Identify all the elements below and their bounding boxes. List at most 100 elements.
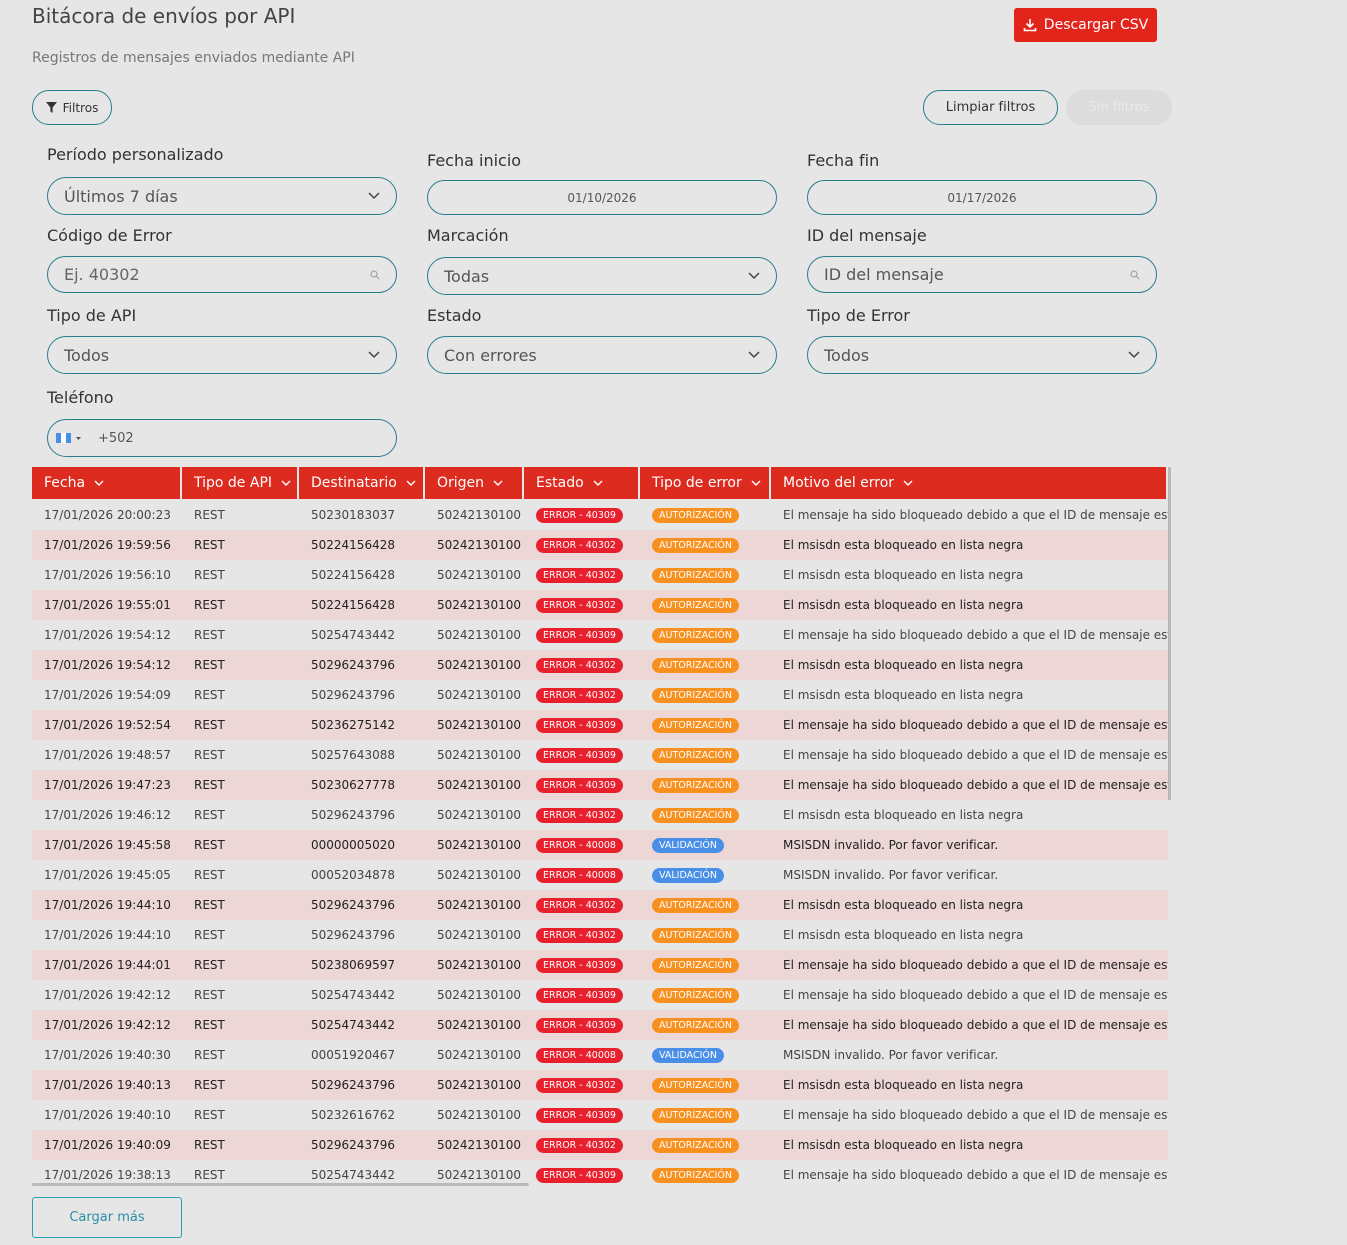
error-type-badge: AUTORIZACIÓN (652, 1018, 739, 1033)
column-header[interactable]: Origen (425, 467, 522, 499)
end-date[interactable]: 01/17/2026 (807, 180, 1157, 215)
table-cell: REST (194, 958, 225, 972)
h-scrollbar[interactable] (32, 1183, 529, 1186)
v-scrollbar[interactable] (1168, 467, 1171, 800)
table-cell: 17/01/2026 19:44:01 (44, 958, 171, 972)
chevron (368, 351, 380, 359)
table-cell: El msisdn esta bloqueado en lista negra (783, 928, 1024, 942)
download-button[interactable]: Descargar CSV (1014, 8, 1157, 42)
table-cell: AUTORIZACIÓN (652, 590, 771, 620)
table-cell: AUTORIZACIÓN (652, 1130, 771, 1160)
code-input[interactable]: Ej. 40302 (47, 256, 397, 293)
error-type-badge: AUTORIZACIÓN (652, 658, 739, 673)
select-value: Con errores (444, 345, 537, 365)
error-type-badge: AUTORIZACIÓN (652, 1108, 739, 1123)
table-cell: ERROR - 40302 (536, 920, 640, 950)
error-type-badge: AUTORIZACIÓN (652, 778, 739, 793)
clear-filters-button[interactable]: Limpiar filtros (923, 90, 1058, 125)
table-cell: REST (194, 1018, 225, 1032)
status-badge: ERROR - 40302 (536, 658, 623, 673)
table-cell: 17/01/2026 20:00:23 (44, 508, 171, 522)
table-row: 17/01/2026 20:00:23 REST 50230183037 502421… (32, 500, 1168, 530)
table-cell: 17/01/2026 19:40:30 (44, 1048, 171, 1062)
status-badge: ERROR - 40008 (536, 1048, 623, 1063)
table-cell: ERROR - 40309 (536, 1100, 640, 1130)
column-header[interactable]: Motivo del error (771, 467, 1166, 499)
phone-input[interactable]: +502 (47, 419, 397, 457)
table-cell: ERROR - 40302 (536, 800, 640, 830)
table-cell: AUTORIZACIÓN (652, 740, 771, 770)
table-row: 17/01/2026 19:54:09 REST 50296243796 502421… (32, 680, 1168, 710)
table-cell: 50242130100 (437, 688, 521, 702)
table-cell: REST (194, 538, 225, 552)
filters-button[interactable]: Filtros (32, 90, 112, 125)
filters-label: Filtros (62, 100, 99, 115)
start-date[interactable]: 01/10/2026 (427, 180, 777, 215)
column-title: Destinatario (311, 475, 397, 491)
status-badge: ERROR - 40309 (536, 778, 623, 793)
table-cell: El mensaje ha sido bloqueado debido a qu… (783, 778, 1168, 792)
table-cell: 50242130100 (437, 928, 521, 942)
table-cell: 50224156428 (311, 598, 395, 612)
table-cell: 50242130100 (437, 1048, 521, 1062)
load-more-button[interactable]: Cargar más (32, 1197, 182, 1238)
table-cell: AUTORIZACIÓN (652, 770, 771, 800)
table-cell: El msisdn esta bloqueado en lista negra (783, 1138, 1024, 1152)
table-cell: AUTORIZACIÓN (652, 800, 771, 830)
column-header[interactable]: Tipo de error (640, 467, 769, 499)
table-row: 17/01/2026 19:42:12 REST 50254743442 502421… (32, 1010, 1168, 1040)
table-cell: AUTORIZACIÓN (652, 560, 771, 590)
error-type-badge: AUTORIZACIÓN (652, 1078, 739, 1093)
status-badge: ERROR - 40302 (536, 898, 623, 913)
table-cell: 17/01/2026 19:52:54 (44, 718, 171, 732)
error-type-badge: AUTORIZACIÓN (652, 508, 739, 523)
table-cell: 17/01/2026 19:44:10 (44, 898, 171, 912)
table-cell: ERROR - 40309 (536, 770, 640, 800)
flag-selector[interactable] (56, 432, 86, 444)
chevron (368, 192, 380, 200)
message-input[interactable]: ID del mensaje (807, 256, 1157, 293)
sort-chevron (493, 480, 503, 486)
no-filters-button: Sin filtros (1066, 90, 1172, 125)
select-value: Todas (444, 266, 490, 286)
status-badge: ERROR - 40302 (536, 1078, 623, 1093)
column-header[interactable]: Tipo de API (182, 467, 297, 499)
page-title: Bitácora de envíos por API (32, 4, 296, 28)
column-title: Fecha (44, 475, 86, 491)
column-header[interactable]: Destinatario (299, 467, 423, 499)
column-header[interactable]: Estado (524, 467, 638, 499)
table-cell: 50242130100 (437, 1168, 521, 1182)
column-title: Tipo de API (194, 475, 273, 491)
table-cell: REST (194, 688, 225, 702)
error-type-badge: AUTORIZACIÓN (652, 958, 739, 973)
filter-label: Tipo de API (47, 306, 137, 325)
table-cell: 17/01/2026 19:54:09 (44, 688, 171, 702)
table-cell: El mensaje ha sido bloqueado debido a qu… (783, 508, 1168, 522)
status-badge: ERROR - 40309 (536, 1108, 623, 1123)
status-badge: ERROR - 40302 (536, 808, 623, 823)
table-cell: 17/01/2026 19:38:13 (44, 1168, 171, 1182)
table-cell: 50242130100 (437, 988, 521, 1002)
mark-select[interactable]: Todas (427, 257, 777, 295)
api-select[interactable]: Todos (47, 336, 397, 374)
table-row: 17/01/2026 19:42:12 REST 50254743442 502421… (32, 980, 1168, 1010)
table-cell: 17/01/2026 19:42:12 (44, 988, 171, 1002)
table-cell: 50254743442 (311, 1168, 395, 1182)
date-value: 01/17/2026 (947, 190, 1017, 205)
sort-chevron (593, 480, 603, 486)
table-cell: 50242130100 (437, 718, 521, 732)
period-select[interactable]: Últimos 7 días (47, 177, 397, 215)
error-type-badge: AUTORIZACIÓN (652, 568, 739, 583)
table-cell: 50236275142 (311, 718, 395, 732)
status-select[interactable]: Con errores (427, 336, 777, 374)
table-cell: REST (194, 568, 225, 582)
error-type-badge: AUTORIZACIÓN (652, 748, 739, 763)
table-cell: 50254743442 (311, 1018, 395, 1032)
column-header[interactable]: Fecha (32, 467, 180, 499)
table-cell: AUTORIZACIÓN (652, 920, 771, 950)
table-cell: REST (194, 1168, 225, 1182)
error-type-select[interactable]: Todos (807, 336, 1157, 374)
table-cell: 50242130100 (437, 1018, 521, 1032)
table-cell: El msisdn esta bloqueado en lista negra (783, 898, 1024, 912)
table-cell: ERROR - 40302 (536, 530, 640, 560)
